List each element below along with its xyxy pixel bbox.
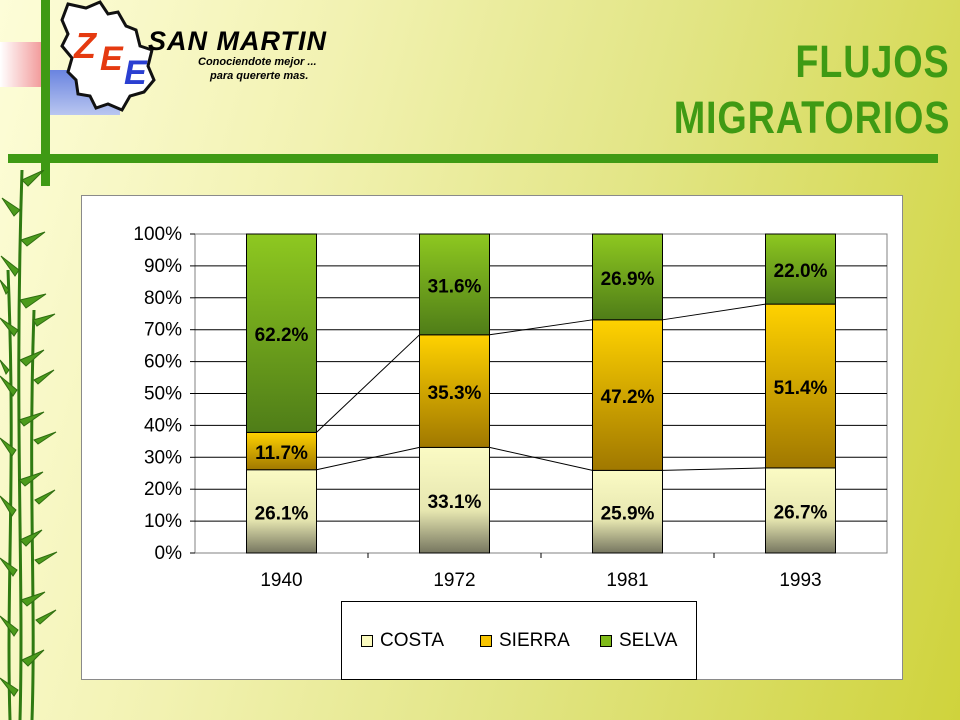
bar-sierra-1981 (592, 319, 663, 471)
data-label-selva-1993: 22.0% (774, 261, 828, 282)
x-axis-ticks: 1940 1972 1981 1993 (260, 553, 822, 591)
brand-tagline-1: Conociendote mejor ... (198, 56, 317, 68)
bar-costa-1940 (246, 469, 317, 554)
bar-selva-1981 (592, 233, 663, 321)
data-label-sierra-1972: 35.3% (428, 383, 482, 404)
data-label-sierra-1940: 11.7% (255, 443, 308, 464)
series-line-costa (662, 467, 766, 471)
series-line-sierra (662, 303, 766, 321)
legend-item-costa: COSTA (361, 630, 444, 652)
logo-letter-e-blue: E (124, 54, 148, 92)
series-lines (316, 303, 766, 471)
y-tick-label: 80% (144, 288, 182, 309)
decorative-horizontal-bar (8, 154, 938, 163)
legend-label-selva: SELVA (619, 630, 678, 651)
x-tick-label: 1993 (779, 570, 821, 591)
data-label-selva-1940: 62.2% (255, 325, 309, 346)
bars (246, 233, 836, 554)
logo-letter-z: Z (73, 25, 98, 66)
series-line-costa (316, 446, 420, 471)
y-tick-label: 90% (144, 256, 182, 277)
logo-letter-e-red: E (100, 40, 124, 78)
page-title-line-1: FLUJOS (795, 36, 950, 87)
data-label-selva-1972: 31.6% (428, 276, 482, 297)
page-title-line-2: MIGRATORIOS (673, 92, 950, 143)
series-line-sierra (489, 319, 593, 336)
data-label-costa-1981: 25.9% (601, 504, 655, 525)
data-label-sierra-1993: 51.4% (774, 378, 828, 399)
grass-decoration (0, 170, 58, 720)
y-tick-label: 30% (144, 447, 182, 468)
y-tick-label: 20% (144, 479, 182, 500)
legend-label-costa: COSTA (380, 630, 445, 651)
data-label-sierra-1981: 47.2% (601, 387, 655, 408)
legend-item-selva: SELVA (600, 630, 677, 652)
decorative-pink-square (0, 42, 42, 87)
brand-name: SAN MARTIN (148, 26, 328, 56)
x-tick-label: 1981 (606, 570, 648, 591)
x-tick-label: 1940 (260, 570, 302, 591)
data-label-costa-1940: 26.1% (255, 503, 309, 524)
bar-selva-1993 (765, 233, 836, 305)
y-tick-label: 70% (144, 320, 182, 341)
bar-sierra-1993 (765, 303, 836, 469)
san-martin-map-icon (60, 0, 156, 112)
legend-label-sierra: SIERRA (499, 630, 570, 651)
y-tick-label: 60% (144, 352, 182, 373)
y-axis-ticks: 0% 10% 20% 30% 40% 50% 60% 70% 80% 90% 100% (133, 224, 195, 564)
data-label-selva-1981: 26.9% (601, 269, 655, 290)
series-line-costa (489, 446, 593, 471)
data-labels: 26.1% 11.7% 62.2% 33.1% 35.3% 31.6% 25.9% 47.2%… (255, 261, 828, 525)
bar-sierra-1972 (419, 334, 490, 448)
bar-costa-1972 (419, 446, 490, 554)
y-tick-label: 100% (133, 224, 182, 245)
y-tick-label: 0% (155, 543, 183, 564)
data-label-costa-1972: 33.1% (428, 492, 482, 513)
y-tick-label: 50% (144, 384, 182, 405)
stacked-bar-chart: 0% 10% 20% 30% 40% 50% 60% 70% 80% 90% 100% 26.1% 1… (133, 224, 888, 591)
legend-swatch-costa (361, 635, 373, 647)
x-tick-label: 1972 (433, 570, 475, 591)
legend-item-sierra: SIERRA (480, 630, 570, 652)
bar-costa-1993 (765, 467, 836, 554)
bar-selva-1940 (246, 233, 317, 433)
legend-swatch-sierra (480, 635, 492, 647)
zee-logo: Z E E (60, 0, 156, 112)
y-tick-label: 10% (144, 511, 182, 532)
decorative-vertical-bar (41, 0, 50, 186)
series-line-sierra (316, 334, 420, 433)
legend (341, 601, 697, 680)
brand-tagline-2: para quererte mas. (210, 70, 309, 82)
y-tick-label: 40% (144, 415, 182, 436)
legend-swatch-selva (600, 635, 612, 647)
bar-selva-1972 (419, 233, 490, 336)
data-label-costa-1993: 26.7% (774, 502, 828, 523)
